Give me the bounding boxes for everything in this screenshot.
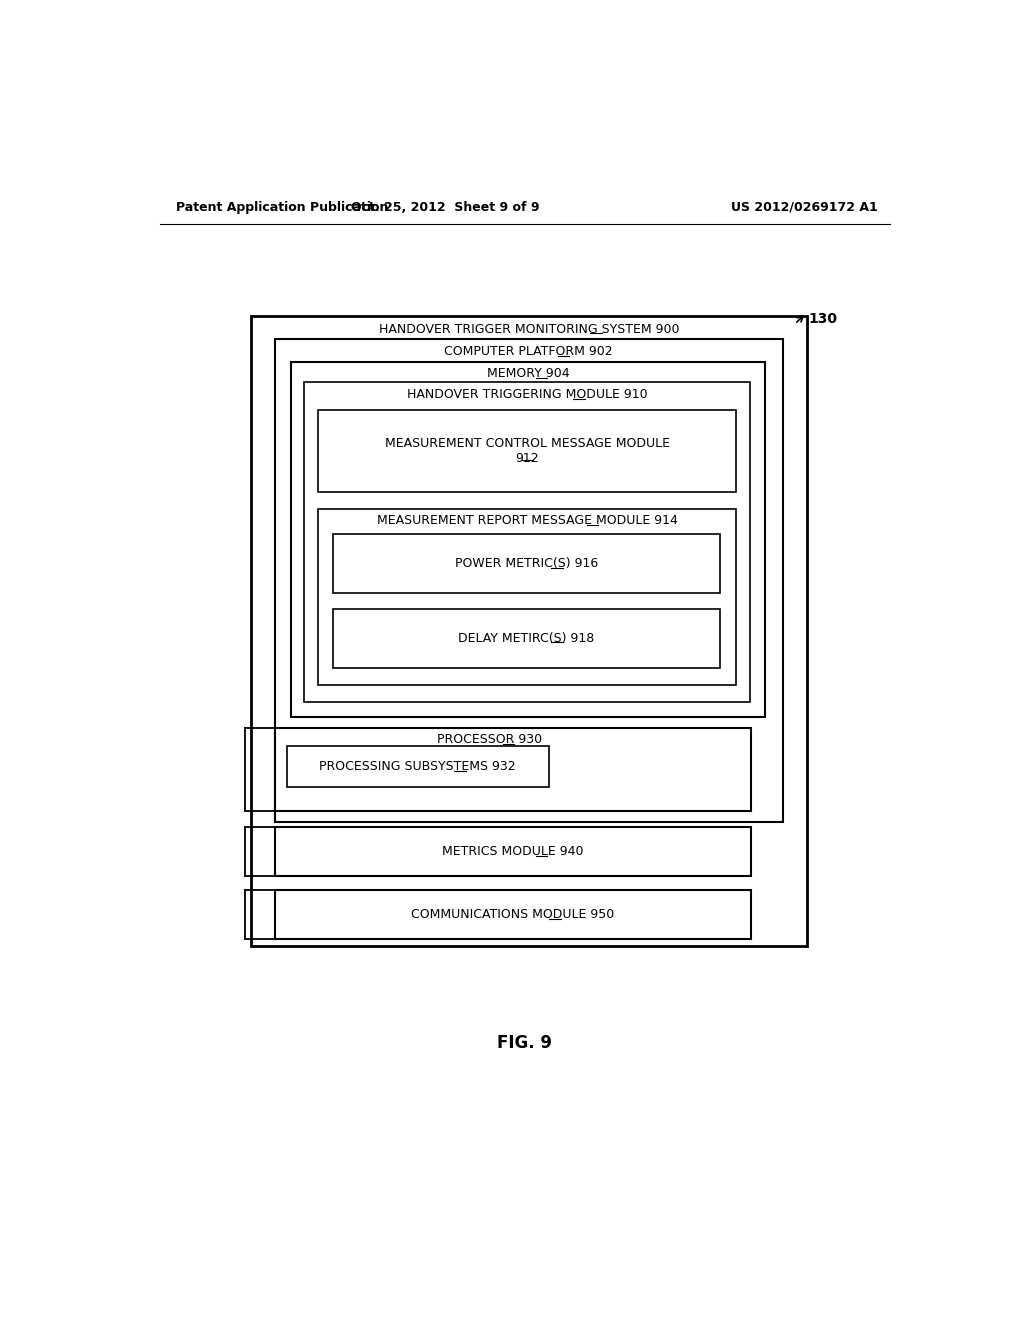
Bar — [333, 609, 720, 668]
Text: Patent Application Publication: Patent Application Publication — [176, 201, 388, 214]
Bar — [287, 746, 549, 787]
Text: PROCESSOR 930: PROCESSOR 930 — [436, 734, 542, 746]
Text: METRICS MODULE 940: METRICS MODULE 940 — [442, 845, 584, 858]
Text: FIG. 9: FIG. 9 — [498, 1034, 552, 1052]
Bar — [274, 339, 782, 822]
Text: PROCESSING SUBSYSTEMS 932: PROCESSING SUBSYSTEMS 932 — [319, 760, 516, 772]
Bar — [274, 890, 751, 939]
Text: US 2012/0269172 A1: US 2012/0269172 A1 — [731, 201, 878, 214]
Text: DELAY METIRC(S) 918: DELAY METIRC(S) 918 — [459, 632, 595, 644]
Text: MEASUREMENT CONTROL MESSAGE MODULE
912: MEASUREMENT CONTROL MESSAGE MODULE 912 — [385, 437, 670, 465]
Text: HANDOVER TRIGGERING MODULE 910: HANDOVER TRIGGERING MODULE 910 — [407, 388, 647, 401]
Bar — [318, 510, 736, 685]
Text: COMPUTER PLATFORM 902: COMPUTER PLATFORM 902 — [444, 345, 613, 358]
Text: Oct. 25, 2012  Sheet 9 of 9: Oct. 25, 2012 Sheet 9 of 9 — [351, 201, 540, 214]
Bar — [274, 727, 751, 810]
Text: POWER METRIC(S) 916: POWER METRIC(S) 916 — [455, 557, 598, 570]
Text: 130: 130 — [809, 312, 838, 326]
Text: COMMUNICATIONS MODULE 950: COMMUNICATIONS MODULE 950 — [412, 908, 614, 921]
Bar — [333, 535, 720, 594]
Bar — [251, 315, 807, 946]
Text: MEASUREMENT REPORT MESSAGE MODULE 914: MEASUREMENT REPORT MESSAGE MODULE 914 — [377, 513, 678, 527]
Bar — [318, 411, 736, 492]
Bar — [274, 828, 751, 876]
Bar — [291, 362, 765, 718]
Text: MEMORY 904: MEMORY 904 — [486, 367, 569, 380]
Text: HANDOVER TRIGGER MONITORING SYSTEM 900: HANDOVER TRIGGER MONITORING SYSTEM 900 — [379, 322, 679, 335]
Bar — [304, 381, 751, 702]
